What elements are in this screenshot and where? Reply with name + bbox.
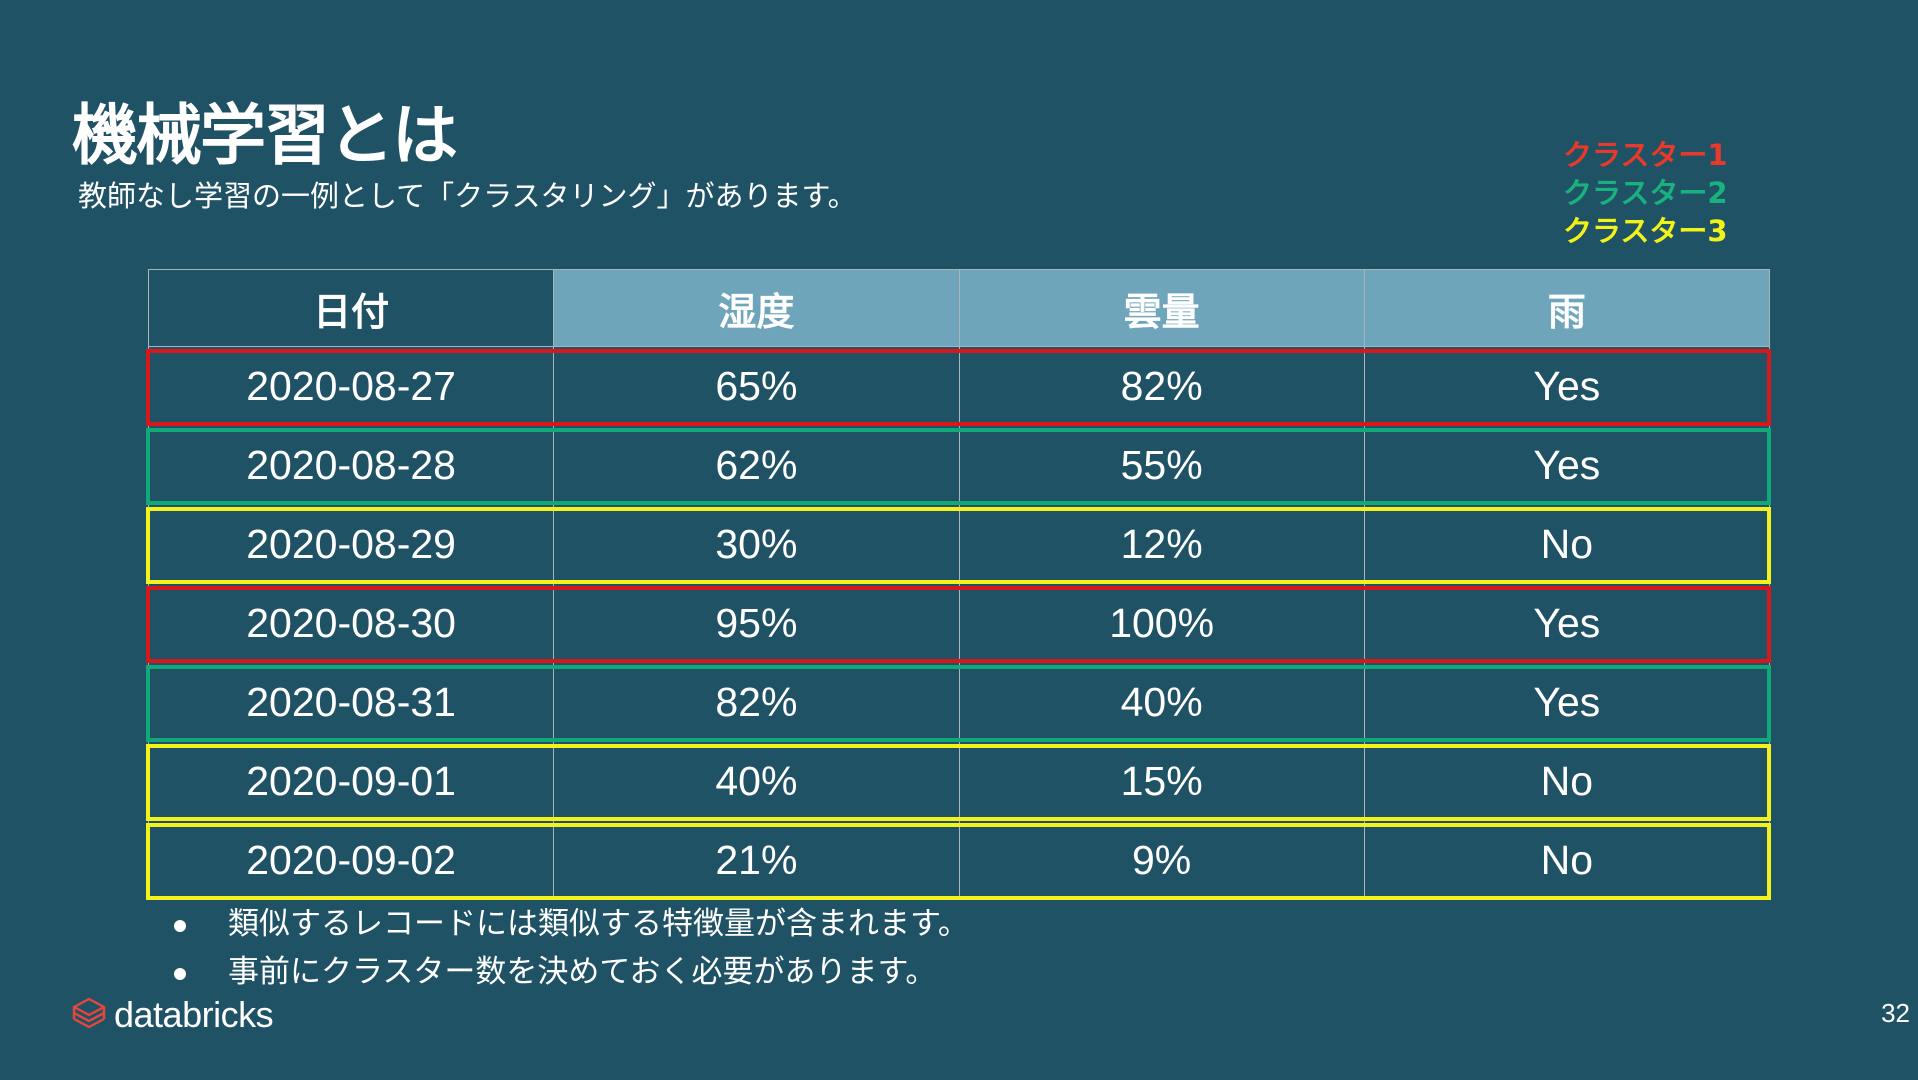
cell-date: 2020-08-31 [147,662,555,742]
slide-subtitle: 教師なし学習の一例として「クラスタリング」があります。 [78,179,857,213]
cell-cloud-cover: 12% [958,504,1365,584]
cell-rain: Yes [1363,346,1771,426]
legend-item-cluster-1: クラスター1 [1563,138,1728,172]
cell-cloud-cover: 100% [958,583,1365,663]
legend-item-cluster-2: クラスター2 [1563,176,1728,210]
cell-date: 2020-09-01 [147,741,555,821]
cell-date: 2020-09-02 [147,820,555,900]
table-header-row: 日付 湿度 雲量 雨 [147,269,1771,347]
logo-text: databricks [114,994,274,1035]
legend-item-cluster-3: クラスター3 [1563,214,1728,248]
cell-cloud-cover: 9% [958,820,1365,900]
weather-table: 日付 湿度 雲量 雨 2020-08-27 65% 82% Yes 2020-0… [147,269,1771,900]
cell-rain: Yes [1363,425,1771,505]
databricks-logo: databricks [72,994,274,1036]
cell-rain: No [1363,504,1771,584]
cell-humidity: 21% [553,820,960,900]
table-row: 2020-08-31 82% 40% Yes [147,662,1771,742]
header-cloud-cover: 雲量 [958,269,1365,347]
cluster-legend: クラスター1 クラスター2 クラスター3 [1563,136,1728,250]
bullet-dot-icon [174,920,186,932]
table-row: 2020-08-30 95% 100% Yes [147,583,1771,663]
cell-rain: Yes [1363,583,1771,663]
cell-humidity: 40% [553,741,960,821]
cell-humidity: 82% [553,662,960,742]
cell-rain: Yes [1363,662,1771,742]
cell-cloud-cover: 40% [958,662,1365,742]
cell-date: 2020-08-30 [147,583,555,663]
table-row: 2020-09-02 21% 9% No [147,820,1771,900]
cell-rain: No [1363,820,1771,900]
cell-humidity: 65% [553,346,960,426]
table-row: 2020-09-01 40% 15% No [147,741,1771,821]
table-row: 2020-08-27 65% 82% Yes [147,346,1771,426]
bullet-dot-icon [174,968,186,980]
cell-date: 2020-08-28 [147,425,555,505]
cell-cloud-cover: 55% [958,425,1365,505]
slide-title: 機械学習とは [72,97,458,174]
header-date: 日付 [147,269,555,347]
list-item: 類似するレコードには類似する特徴量が含まれます。 [170,900,969,948]
bullet-list: 類似するレコードには類似する特徴量が含まれます。 事前にクラスター数を決めておく… [170,900,969,996]
cell-humidity: 62% [553,425,960,505]
bullet-text: 類似するレコードには類似する特徴量が含まれます。 [228,906,969,942]
table-row: 2020-08-28 62% 55% Yes [147,425,1771,505]
cell-date: 2020-08-27 [147,346,555,426]
table-row: 2020-08-29 30% 12% No [147,504,1771,584]
header-humidity: 湿度 [553,269,960,347]
databricks-logo-icon [72,997,106,1029]
weather-table-container: 日付 湿度 雲量 雨 2020-08-27 65% 82% Yes 2020-0… [146,269,1771,900]
cell-humidity: 95% [553,583,960,663]
bullet-text: 事前にクラスター数を決めておく必要があります。 [228,954,937,990]
cell-cloud-cover: 15% [958,741,1365,821]
cell-cloud-cover: 82% [958,346,1365,426]
cell-date: 2020-08-29 [147,504,555,584]
header-rain: 雨 [1363,269,1771,347]
page-number: 32 [1881,998,1910,1028]
cell-rain: No [1363,741,1771,821]
cell-humidity: 30% [553,504,960,584]
list-item: 事前にクラスター数を決めておく必要があります。 [170,948,969,996]
